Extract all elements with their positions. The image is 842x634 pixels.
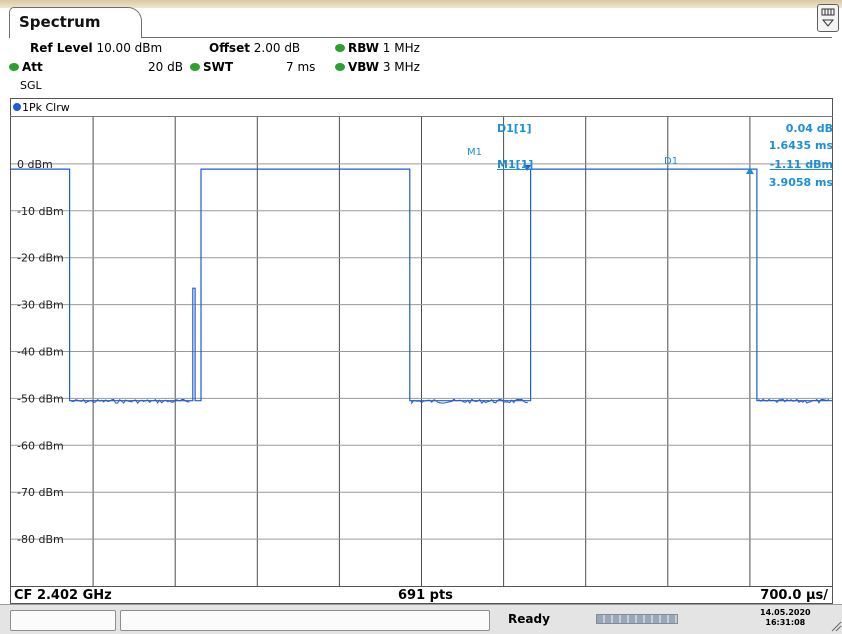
- progress-bar: [596, 614, 678, 624]
- y-axis-labels: 0 dBm -10 dBm -20 dBm -30 dBm -40 dBm -50 dBm…: [17, 158, 64, 546]
- status-message-field[interactable]: [120, 610, 490, 631]
- y-tick-label: -80 dBm: [17, 533, 64, 546]
- rbw-indicator-icon: [335, 44, 345, 52]
- footer-separator: [10, 586, 833, 587]
- y-tick-label: -20 dBm: [17, 252, 64, 265]
- ref-level-value: 10.00 dBm: [96, 41, 163, 55]
- att-value: 20 dB: [148, 60, 183, 74]
- ref-level-label: Ref Level: [30, 41, 93, 55]
- m1-readout-title: M1[1]: [497, 158, 534, 171]
- status-time: 16:31:08: [765, 618, 806, 627]
- trace-layer: [11, 168, 832, 405]
- m1-readout-value: -1.11 dBm: [769, 158, 833, 171]
- top-strip: [0, 0, 842, 8]
- y-tick-label: 0 dBm: [17, 158, 53, 171]
- trace-indicator-icon: [13, 103, 21, 111]
- plot-grid: [11, 117, 832, 586]
- sweep-points[interactable]: 691 pts: [398, 588, 453, 603]
- offset-value: 2.00 dB: [253, 41, 301, 55]
- y-tick-label: -10 dBm: [17, 205, 64, 218]
- trace-separator: [10, 116, 833, 117]
- offset-setting: Offset 2.00 dB: [209, 41, 300, 55]
- m1-readout-time: 3.9058 ms: [768, 176, 833, 189]
- y-tick-label: -30 dBm: [17, 299, 64, 312]
- tab-label: Spectrum: [19, 13, 101, 31]
- swt-value: 7 ms: [286, 60, 316, 74]
- d1-readout-title: D1[1]: [497, 122, 532, 135]
- status-datetime: 14.05.2020 16:31:08: [760, 608, 811, 628]
- swt-setting: SWT: [190, 60, 233, 74]
- vbw-value: 3 MHz: [382, 60, 420, 74]
- swt-indicator-icon: [190, 63, 200, 71]
- vbw-setting: VBW 3 MHz: [335, 60, 420, 74]
- d1-readout-time: 1.6435 ms: [768, 139, 833, 152]
- center-frequency[interactable]: CF 2.402 GHz: [14, 588, 112, 603]
- tab-underline: [142, 37, 832, 38]
- y-tick-label: -40 dBm: [17, 346, 64, 359]
- m1-marker-icon: [523, 165, 532, 172]
- span-per-division[interactable]: 700.0 µs/: [760, 588, 828, 603]
- y-tick-label: -70 dBm: [17, 486, 64, 499]
- sweep-mode: SGL: [20, 79, 42, 92]
- att-setting: Att: [9, 60, 43, 74]
- d1-marker-label: D1: [664, 156, 679, 167]
- att-label: Att: [22, 60, 43, 74]
- vbw-indicator-icon: [335, 63, 345, 71]
- rbw-label: RBW: [348, 41, 379, 55]
- att-indicator-icon: [9, 63, 19, 71]
- trace-line: [11, 168, 832, 402]
- trace-noise: [411, 398, 528, 405]
- status-ready: Ready: [508, 612, 550, 626]
- rbw-value: 1 MHz: [382, 41, 420, 55]
- d1-readout-value: 0.04 dB: [785, 122, 833, 135]
- trace-label: 1Pk Clrw: [13, 101, 70, 114]
- window-menu-button[interactable]: [817, 4, 839, 32]
- trace-noise: [758, 398, 830, 404]
- rbw-setting: RBW 1 MHz: [335, 41, 420, 55]
- status-field-left[interactable]: [10, 610, 116, 631]
- ref-level-setting: Ref Level 10.00 dBm: [30, 41, 162, 55]
- y-tick-label: -60 dBm: [17, 439, 64, 452]
- m1-marker-label: M1: [467, 147, 482, 158]
- resize-grip-icon[interactable]: [830, 620, 842, 632]
- trace-noise: [71, 398, 190, 405]
- menu-dropdown-icon: [821, 8, 835, 27]
- offset-label: Offset: [209, 41, 250, 55]
- trace-label-text: 1Pk Clrw: [22, 101, 70, 114]
- vbw-label: VBW: [348, 60, 380, 74]
- swt-label: SWT: [203, 60, 234, 74]
- tab-spectrum[interactable]: Spectrum: [9, 7, 142, 38]
- y-tick-label: -50 dBm: [17, 392, 64, 405]
- status-date: 14.05.2020: [760, 608, 811, 617]
- marker-layer: [523, 165, 754, 175]
- d1-marker-icon: [745, 167, 754, 175]
